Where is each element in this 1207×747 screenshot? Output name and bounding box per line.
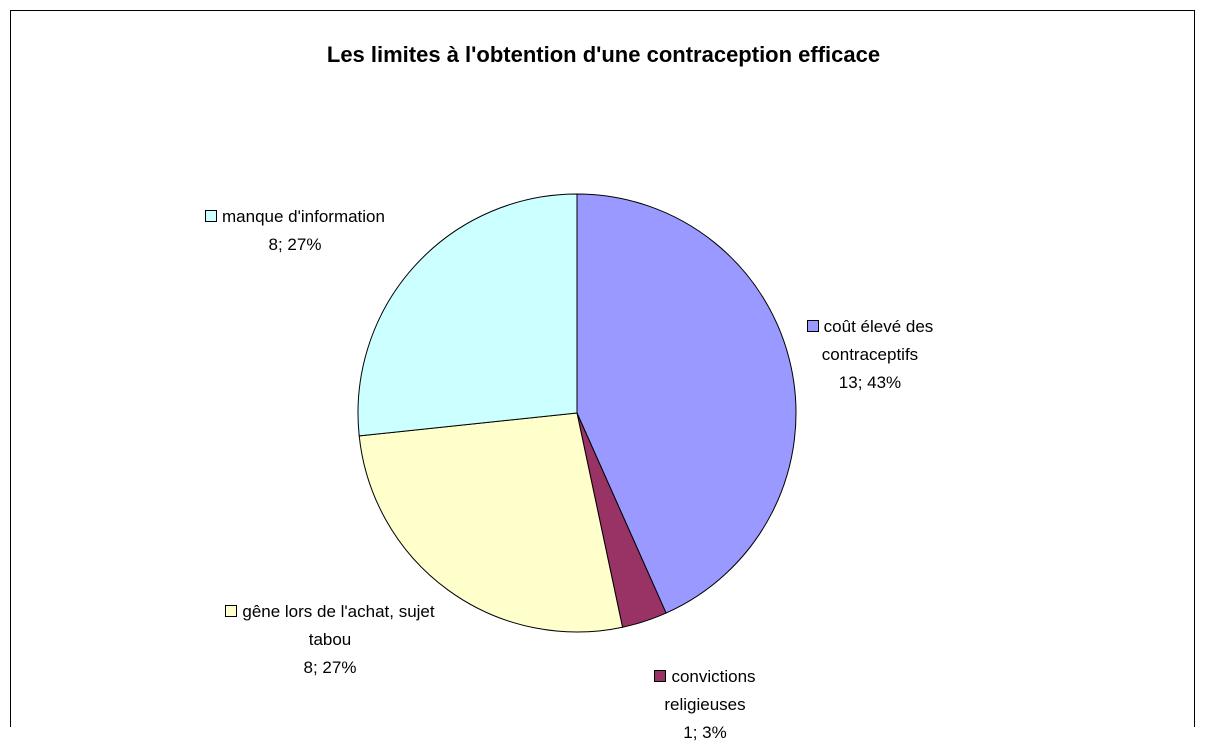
chart-title: Les limites à l'obtention d'une contrace… xyxy=(326,42,881,67)
pie-slice xyxy=(358,412,624,633)
category-label: convictions religieuses xyxy=(664,667,756,714)
value-label: 8; 27% xyxy=(268,235,322,254)
chart-frame xyxy=(10,10,1195,727)
category-label: manque d'information xyxy=(222,207,385,226)
category-label: coût élevé des contraceptifs xyxy=(821,317,934,364)
value-label: 8; 27% xyxy=(303,658,357,677)
value-label: 1; 3% xyxy=(683,723,727,742)
data-label: manque d'information 8; 27% xyxy=(170,203,420,259)
legend-key xyxy=(225,605,238,617)
page: {"chart_data": {"type": "pie", "title": … xyxy=(10,10,1195,742)
pie-slice xyxy=(357,193,578,437)
pie-chart xyxy=(357,193,797,633)
data-label: convictions religieuses 1; 3% xyxy=(630,663,780,747)
legend-key xyxy=(205,210,218,222)
data-label: gêne lors de l'achat, sujet tabou 8; 27% xyxy=(210,598,450,682)
category-label: gêne lors de l'achat, sujet tabou xyxy=(242,602,435,649)
legend-key xyxy=(806,320,819,332)
pie-slice xyxy=(576,193,797,614)
data-label: coût élevé des contraceptifs 13; 43% xyxy=(790,313,950,397)
legend-key xyxy=(654,670,667,682)
value-label: 13; 43% xyxy=(838,373,902,392)
